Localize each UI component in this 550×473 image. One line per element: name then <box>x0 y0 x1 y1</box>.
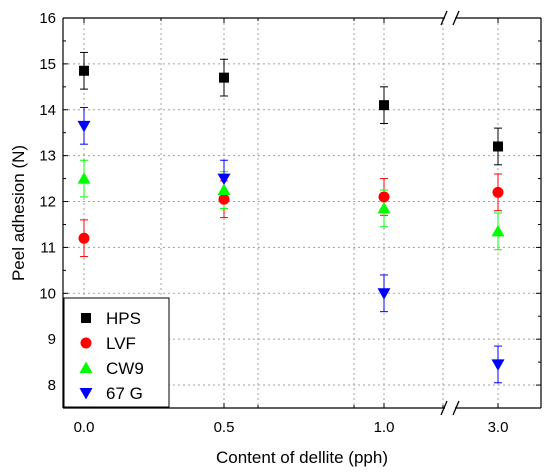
legend-marker <box>80 337 92 349</box>
x-axis-title: Content of dellite (pph) <box>216 448 388 467</box>
data-point-cw9 <box>217 183 231 196</box>
axis-break-mark <box>452 400 460 416</box>
data-point-67-g <box>377 288 391 300</box>
x-tick-label: 0.0 <box>74 419 95 436</box>
data-point-lvf <box>78 232 90 244</box>
legend-marker <box>81 313 91 323</box>
data-point-cw9 <box>377 201 391 214</box>
legend-marker <box>79 361 93 373</box>
legend-label: HPS <box>106 309 141 328</box>
data-point-hps <box>219 72 229 83</box>
plot-frame <box>62 17 542 409</box>
axis-break <box>440 10 460 416</box>
y-tick-label: 9 <box>48 331 56 348</box>
y-axis-title: Peel adhesion (N) <box>9 145 28 281</box>
y-axis-ticks: 8 9 10 11 12 13 14 15 16 <box>39 10 541 394</box>
legend-label: 67 G <box>106 384 143 403</box>
data-markers <box>77 65 505 371</box>
x-tick-label: 1.0 <box>374 419 395 436</box>
x-tick-label: 3.0 <box>488 419 509 436</box>
data-point-lvf <box>378 191 390 203</box>
y-tick-label: 10 <box>39 285 56 302</box>
data-point-lvf <box>492 186 504 198</box>
data-point-hps <box>79 65 89 76</box>
data-point-67-g <box>491 359 505 371</box>
data-point-hps <box>493 141 503 152</box>
y-tick-label: 12 <box>39 194 56 211</box>
y-tick-label: 16 <box>39 10 56 27</box>
axis-break-mark <box>452 10 460 26</box>
legend: HPS LVF CW9 67 G <box>63 297 170 408</box>
data-point-67-g <box>77 120 91 133</box>
data-point-cw9 <box>491 224 505 237</box>
y-tick-label: 11 <box>40 239 56 256</box>
y-tick-label: 13 <box>39 148 56 165</box>
data-point-hps <box>379 100 389 111</box>
legend-label: CW9 <box>106 359 144 378</box>
x-axis-ticks: 0.0 0.5 1.0 3.0 <box>74 18 509 436</box>
data-point-cw9 <box>77 172 91 184</box>
y-tick-label: 15 <box>39 56 56 73</box>
axis-break-mark <box>440 400 448 416</box>
data-point-lvf <box>218 193 230 205</box>
legend-label: LVF <box>106 334 136 353</box>
data-point-67-g <box>217 173 231 186</box>
legend-marker <box>79 388 93 400</box>
y-tick-label: 8 <box>48 377 56 394</box>
x-tick-label: 0.5 <box>214 419 235 436</box>
axis-break-mark <box>440 10 448 26</box>
y-tick-label: 14 <box>39 102 56 119</box>
